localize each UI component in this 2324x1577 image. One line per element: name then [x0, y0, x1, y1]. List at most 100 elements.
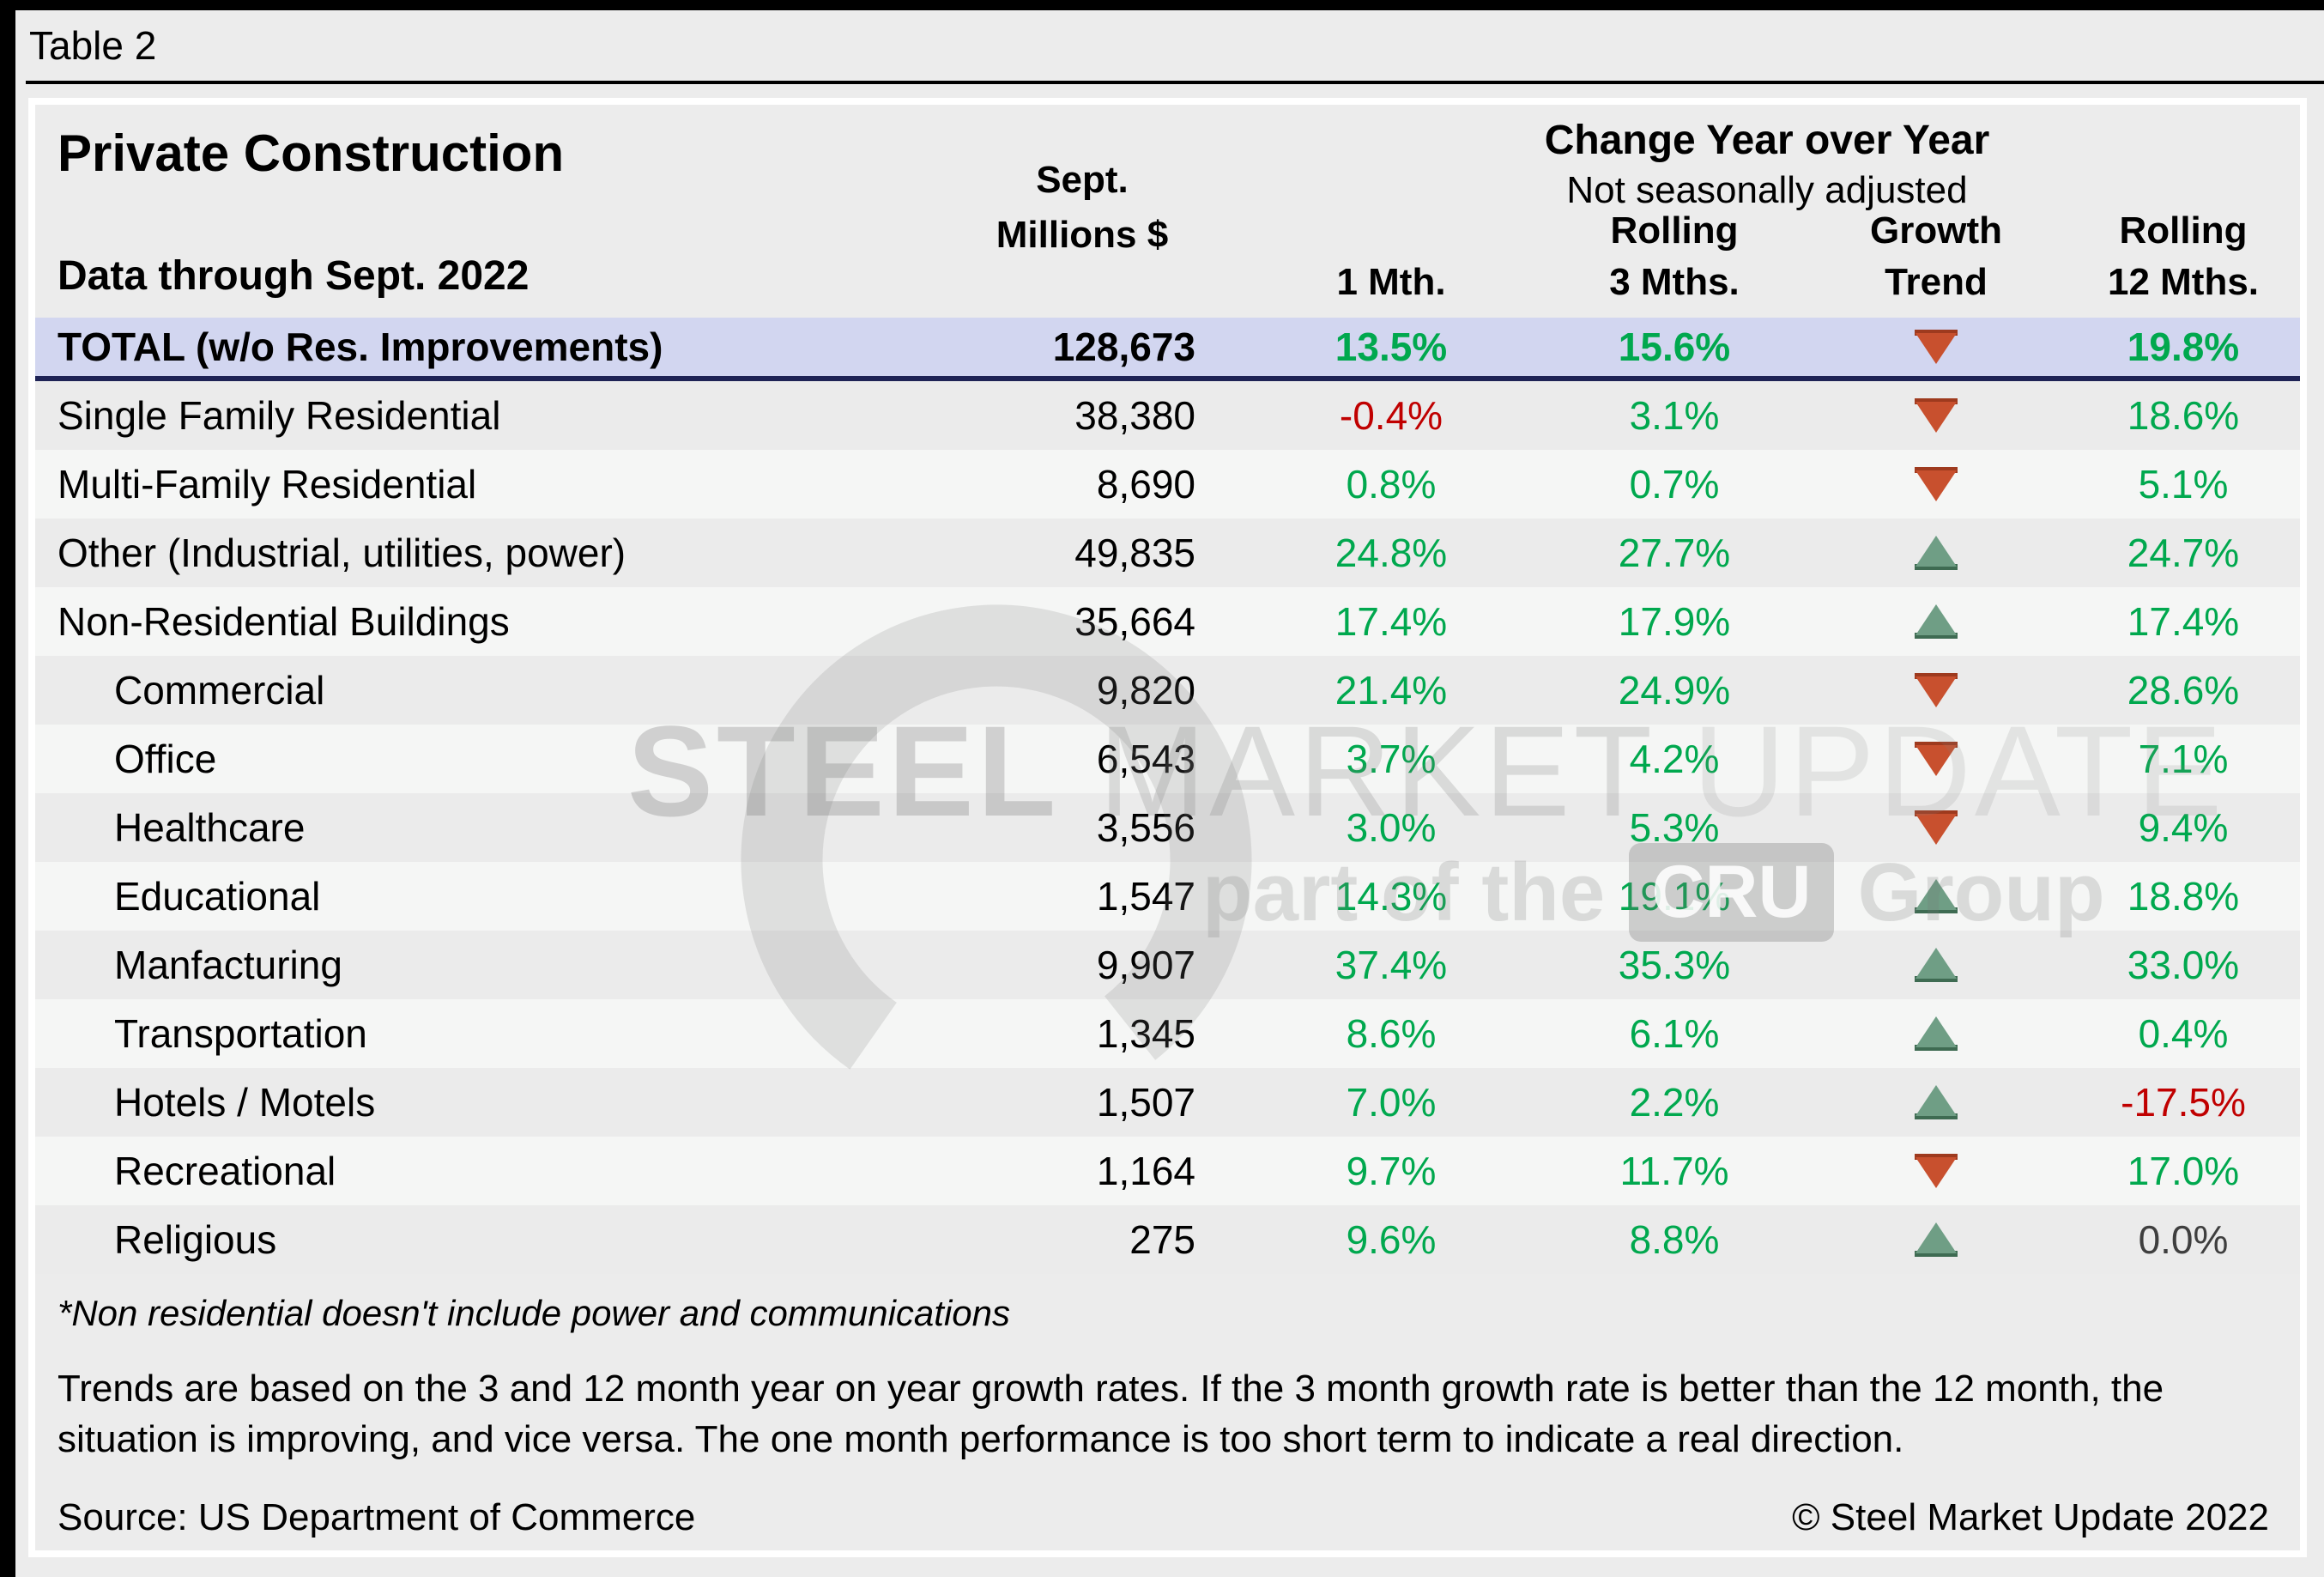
- row-rolling12-pct: 9.4%: [2138, 805, 2229, 850]
- row-1mth-pct: 8.6%: [1346, 1011, 1437, 1056]
- trend-methodology-note: Trends are based on the 3 and 12 month y…: [57, 1368, 2164, 1461]
- row-1mth-pct: 9.7%: [1346, 1149, 1437, 1193]
- row-label: Office: [114, 737, 217, 781]
- column-header-rolling-12mths-line2: 12 Mths.: [2107, 260, 2260, 303]
- table-caption-bar: Table 2: [15, 10, 2324, 69]
- caption-rule: [26, 81, 2324, 84]
- table-container: STEEL MARKET UPDATE part of the CRU Grou…: [28, 98, 2307, 1557]
- row-label: Other (Industrial, utilities, power): [57, 531, 626, 575]
- row-rolling3-pct: 5.3%: [1629, 805, 1720, 850]
- row-rolling3-pct: 3.1%: [1629, 393, 1720, 438]
- row-trend-cell: [1803, 466, 2069, 502]
- row-label: Single Family Residential: [57, 393, 501, 438]
- row-1mth-pct: 3.7%: [1346, 737, 1437, 781]
- row-rolling3-pct: 17.9%: [1618, 599, 1731, 644]
- value-column-header: Sept. Millions $: [893, 153, 1271, 263]
- row-rolling12-pct: 18.6%: [2127, 393, 2240, 438]
- row-trend-cell: [1803, 810, 2069, 846]
- row-rolling3-pct: 4.2%: [1629, 737, 1720, 781]
- row-rolling3-pct: 27.7%: [1618, 531, 1731, 575]
- row-rolling12-pct: 19.8%: [2127, 324, 2240, 369]
- row-rolling3-pct: 11.7%: [1619, 1149, 1729, 1193]
- column-header-rolling-3mths-line2: 3 Mths.: [1609, 260, 1740, 303]
- change-yoy-title: Change Year over Year: [1544, 118, 1990, 163]
- row-rolling12-pct: 5.1%: [2138, 462, 2229, 506]
- row-trend-cell: [1803, 1016, 2069, 1052]
- row-value-millions: 9,907: [1096, 943, 1195, 987]
- table-row: TOTAL (w/o Res. Improvements) 128,673 13…: [35, 318, 2300, 381]
- row-rolling3-pct: 2.2%: [1629, 1080, 1720, 1125]
- row-rolling3-pct: 15.6%: [1618, 324, 1731, 369]
- trend-up-arrow-icon: [1915, 1085, 1958, 1119]
- row-rolling12-pct: 7.1%: [2138, 737, 2229, 781]
- value-column-header-line1: Sept.: [1036, 159, 1129, 201]
- row-label: Healthcare: [114, 805, 306, 850]
- row-rolling12-pct: 0.4%: [2138, 1011, 2229, 1056]
- copyright-label: © Steel Market Update 2022: [1792, 1495, 2269, 1538]
- row-label: Transportation: [114, 1011, 367, 1056]
- row-trend-cell: [1803, 397, 2069, 434]
- trend-up-arrow-icon: [1915, 536, 1958, 570]
- column-header-growth-trend-line2: Trend: [1885, 260, 1988, 303]
- row-rolling12-pct: 28.6%: [2127, 668, 2240, 713]
- row-label: Recreational: [114, 1149, 336, 1193]
- row-1mth-pct: -0.4%: [1339, 393, 1443, 438]
- row-1mth-pct: 24.8%: [1334, 531, 1448, 575]
- row-label: Commercial: [114, 668, 325, 713]
- row-trend-cell: [1803, 535, 2069, 571]
- table-row: Commercial 9,820 21.4% 24.9% 28.6%: [35, 656, 2300, 725]
- trend-down-arrow-icon: [1915, 1154, 1958, 1188]
- row-label: Multi-Family Residential: [57, 462, 477, 506]
- row-rolling12-pct: -17.5%: [2121, 1080, 2246, 1125]
- row-value-millions: 6,543: [1096, 737, 1195, 781]
- row-rolling12-pct: 17.4%: [2127, 599, 2240, 644]
- row-trend-cell: [1803, 1153, 2069, 1189]
- row-rolling12-pct: 17.0%: [2127, 1149, 2240, 1193]
- table-rows: TOTAL (w/o Res. Improvements) 128,673 13…: [35, 318, 2300, 1274]
- row-trend-cell: [1803, 1084, 2069, 1120]
- row-value-millions: 3,556: [1096, 805, 1195, 850]
- table-footer: *Non residential doesn't include power a…: [35, 1293, 2300, 1539]
- row-label: TOTAL (w/o Res. Improvements): [57, 324, 663, 369]
- trend-up-arrow-icon: [1915, 604, 1958, 639]
- row-rolling3-pct: 6.1%: [1629, 1011, 1720, 1056]
- change-yoy-subtitle: Not seasonally adjusted: [1566, 169, 1968, 211]
- row-rolling12-pct: 33.0%: [2127, 943, 2240, 987]
- row-value-millions: 49,835: [1074, 531, 1195, 575]
- column-header-rolling-12mths: Rolling 12 Mths.: [2069, 205, 2297, 307]
- row-rolling12-pct: 18.8%: [2127, 874, 2240, 919]
- row-trend-cell: [1803, 604, 2069, 640]
- column-header-rolling-3mths-line1: Rolling: [1610, 209, 1739, 252]
- row-value-millions: 8,690: [1096, 462, 1195, 506]
- table-row: Multi-Family Residential 8,690 0.8% 0.7%…: [35, 450, 2300, 519]
- row-trend-cell: [1803, 878, 2069, 914]
- table-row: Transportation 1,345 8.6% 6.1% 0.4%: [35, 999, 2300, 1068]
- table-row: Office 6,543 3.7% 4.2% 7.1%: [35, 725, 2300, 793]
- row-rolling12-pct: 24.7%: [2127, 531, 2240, 575]
- row-rolling3-pct: 24.9%: [1618, 668, 1731, 713]
- column-header-rolling-3mths: Rolling 3 Mths.: [1546, 205, 1803, 307]
- row-1mth-pct: 14.3%: [1334, 874, 1448, 919]
- row-1mth-pct: 3.0%: [1346, 805, 1437, 850]
- table-row: Healthcare 3,556 3.0% 5.3% 9.4%: [35, 793, 2300, 862]
- row-value-millions: 1,164: [1096, 1149, 1195, 1193]
- row-1mth-pct: 37.4%: [1334, 943, 1448, 987]
- row-rolling3-pct: 19.1%: [1618, 874, 1731, 919]
- trend-up-arrow-icon: [1915, 1222, 1958, 1257]
- row-value-millions: 275: [1129, 1217, 1195, 1262]
- trend-down-arrow-icon: [1915, 467, 1958, 501]
- data-through-label: Data through Sept. 2022: [57, 253, 530, 299]
- row-value-millions: 35,664: [1074, 599, 1195, 644]
- row-value-millions: 1,547: [1096, 874, 1195, 919]
- page-title: Private Construction: [57, 124, 565, 182]
- row-rolling12-pct: 0.0%: [2138, 1217, 2229, 1262]
- table-row: Recreational 1,164 9.7% 11.7% 17.0%: [35, 1137, 2300, 1205]
- row-rolling3-pct: 0.7%: [1629, 462, 1720, 506]
- table-row: Religious 275 9.6% 8.8% 0.0%: [35, 1205, 2300, 1274]
- column-header-growth-trend: Growth Trend: [1803, 205, 2069, 307]
- row-1mth-pct: 9.6%: [1346, 1217, 1437, 1262]
- trend-up-arrow-icon: [1915, 879, 1958, 913]
- table-row: Educational 1,547 14.3% 19.1% 18.8%: [35, 862, 2300, 931]
- table-row: Single Family Residential 38,380 -0.4% 3…: [35, 381, 2300, 450]
- row-trend-cell: [1803, 947, 2069, 983]
